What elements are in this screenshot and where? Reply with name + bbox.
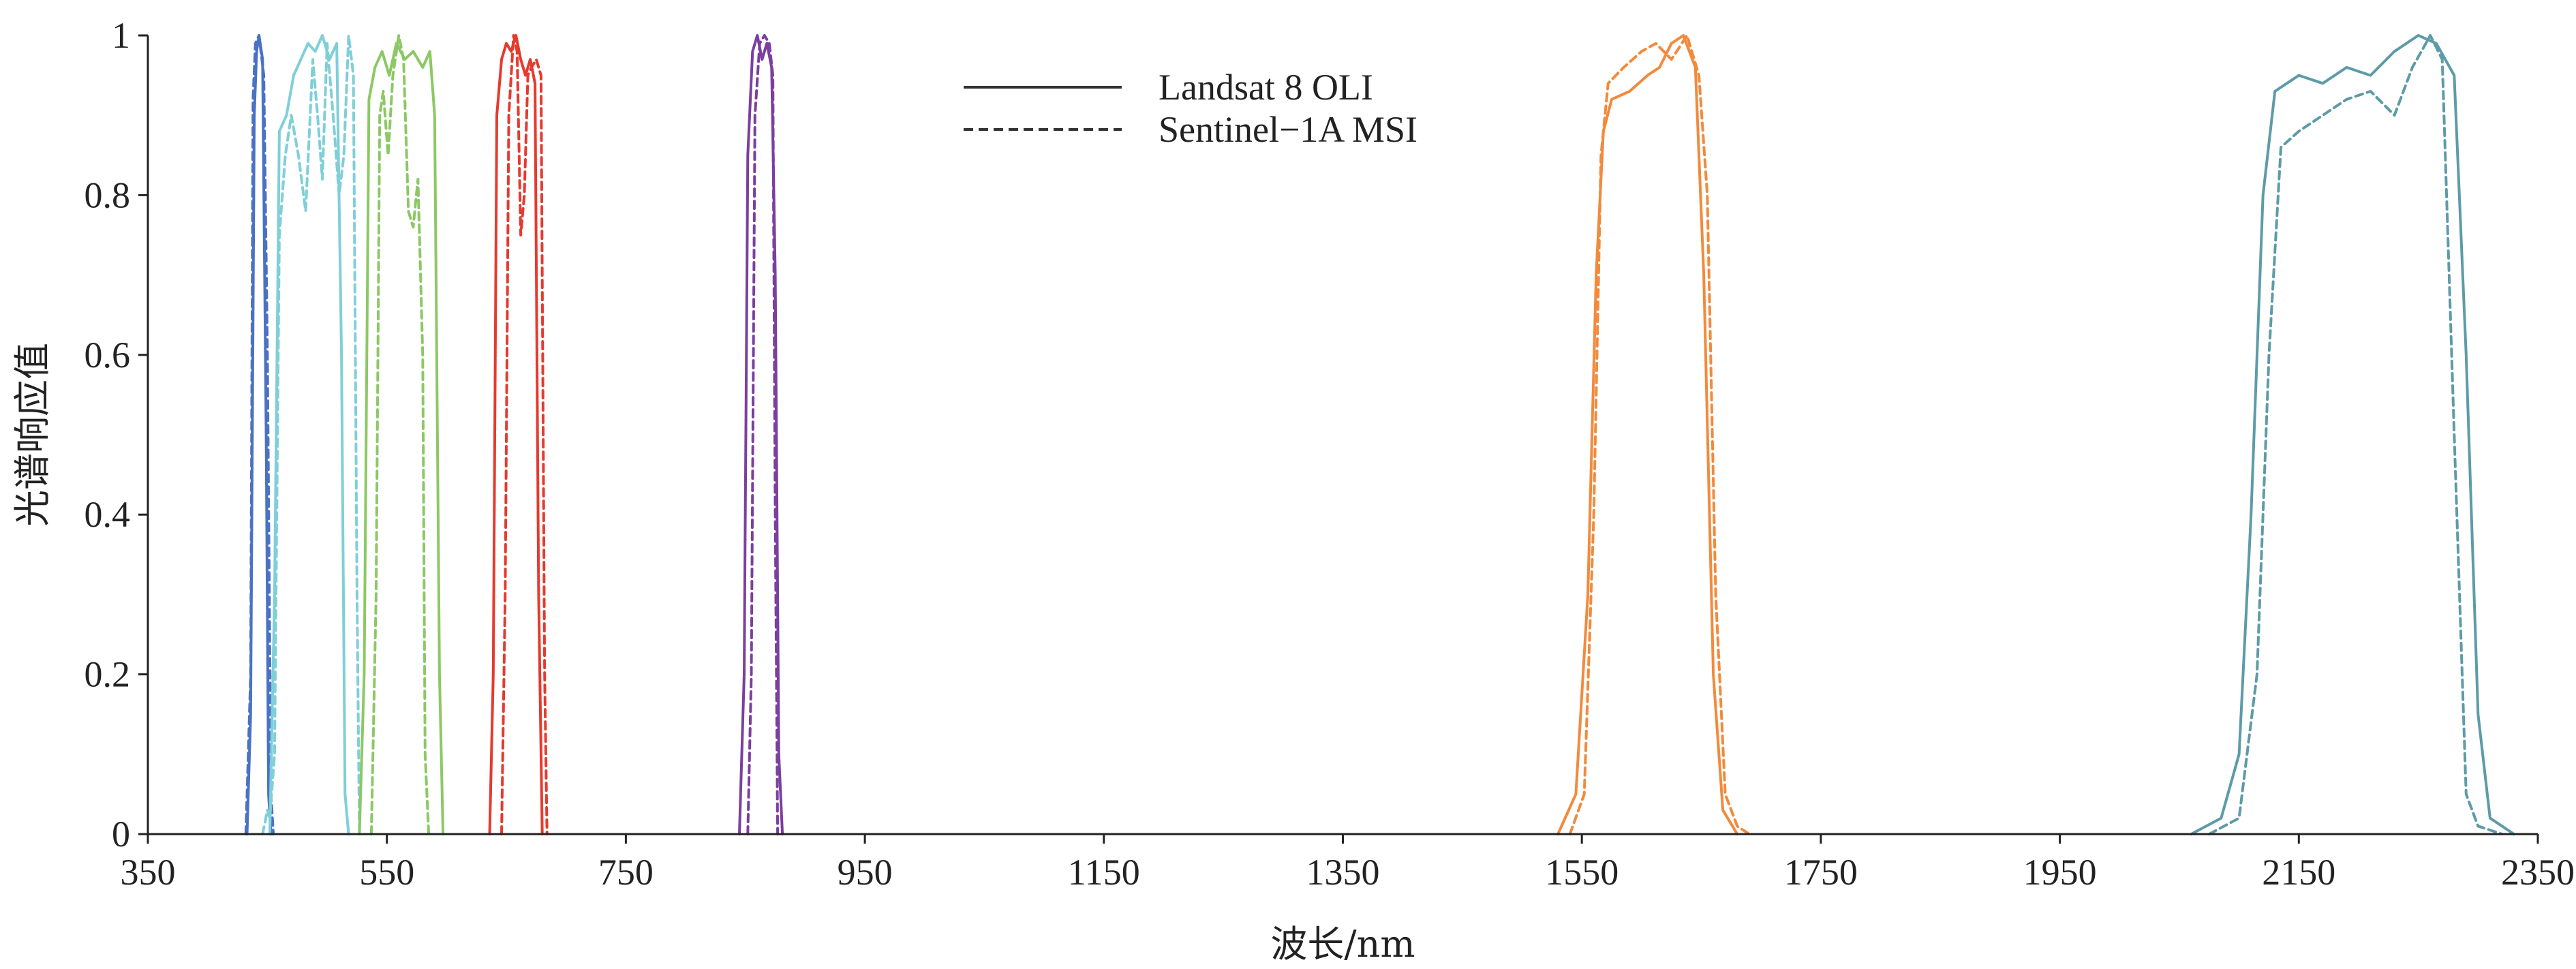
x-axis-ticks: 350 550 750 950 1150 1350 1550 1750 1950 2150 2350: [121, 834, 2575, 893]
x-axis-title: 波长/nm: [1270, 923, 1415, 966]
y-axis-title: 光谱响应值: [11, 343, 54, 527]
landsat-oli-band-line: [738, 34, 784, 835]
sentinel-msi-band-line: [500, 34, 549, 835]
y-tick-label: 1: [112, 15, 130, 56]
sentinel-msi-band-line: [244, 34, 275, 835]
sentinel-msi-band-line: [2207, 34, 2504, 835]
x-tick-label: 1150: [1068, 852, 1140, 893]
y-tick-label: 0.2: [85, 654, 131, 695]
x-tick-label: 350: [121, 852, 176, 893]
sentinel-msi-band-line: [1568, 34, 1751, 835]
x-tick-label: 950: [838, 852, 893, 893]
x-tick-label: 2150: [2262, 852, 2335, 893]
y-tick-label: 0: [112, 814, 130, 855]
sentinel-msi-band-line: [369, 34, 431, 835]
x-tick-label: 1750: [1784, 852, 1858, 893]
series-layer: [244, 34, 2515, 835]
landsat-oli-band-line: [488, 34, 544, 835]
landsat-oli-band-line: [2190, 34, 2515, 835]
landsat-oli-band-line: [358, 42, 445, 835]
x-tick-label: 550: [359, 852, 414, 893]
legend-label: Landsat 8 OLI: [1159, 67, 1373, 108]
sentinel-msi-band-line: [261, 34, 361, 835]
y-tick-label: 0.4: [85, 494, 131, 535]
x-tick-label: 750: [598, 852, 654, 893]
y-axis-ticks: 0 0.2 0.4 0.6 0.8 1: [85, 15, 148, 855]
x-tick-label: 1950: [2023, 852, 2097, 893]
x-tick-label: 2350: [2501, 852, 2575, 893]
sentinel-msi-band-line: [746, 34, 780, 835]
legend-label: Sentinel−1A MSI: [1159, 109, 1417, 150]
landsat-oli-band-line: [1557, 34, 1739, 835]
x-tick-label: 1550: [1545, 852, 1619, 893]
x-tick-label: 1350: [1306, 852, 1380, 893]
y-tick-label: 0.6: [85, 335, 131, 375]
y-tick-label: 0.8: [85, 174, 131, 215]
landsat-oli-band-line: [268, 34, 350, 835]
